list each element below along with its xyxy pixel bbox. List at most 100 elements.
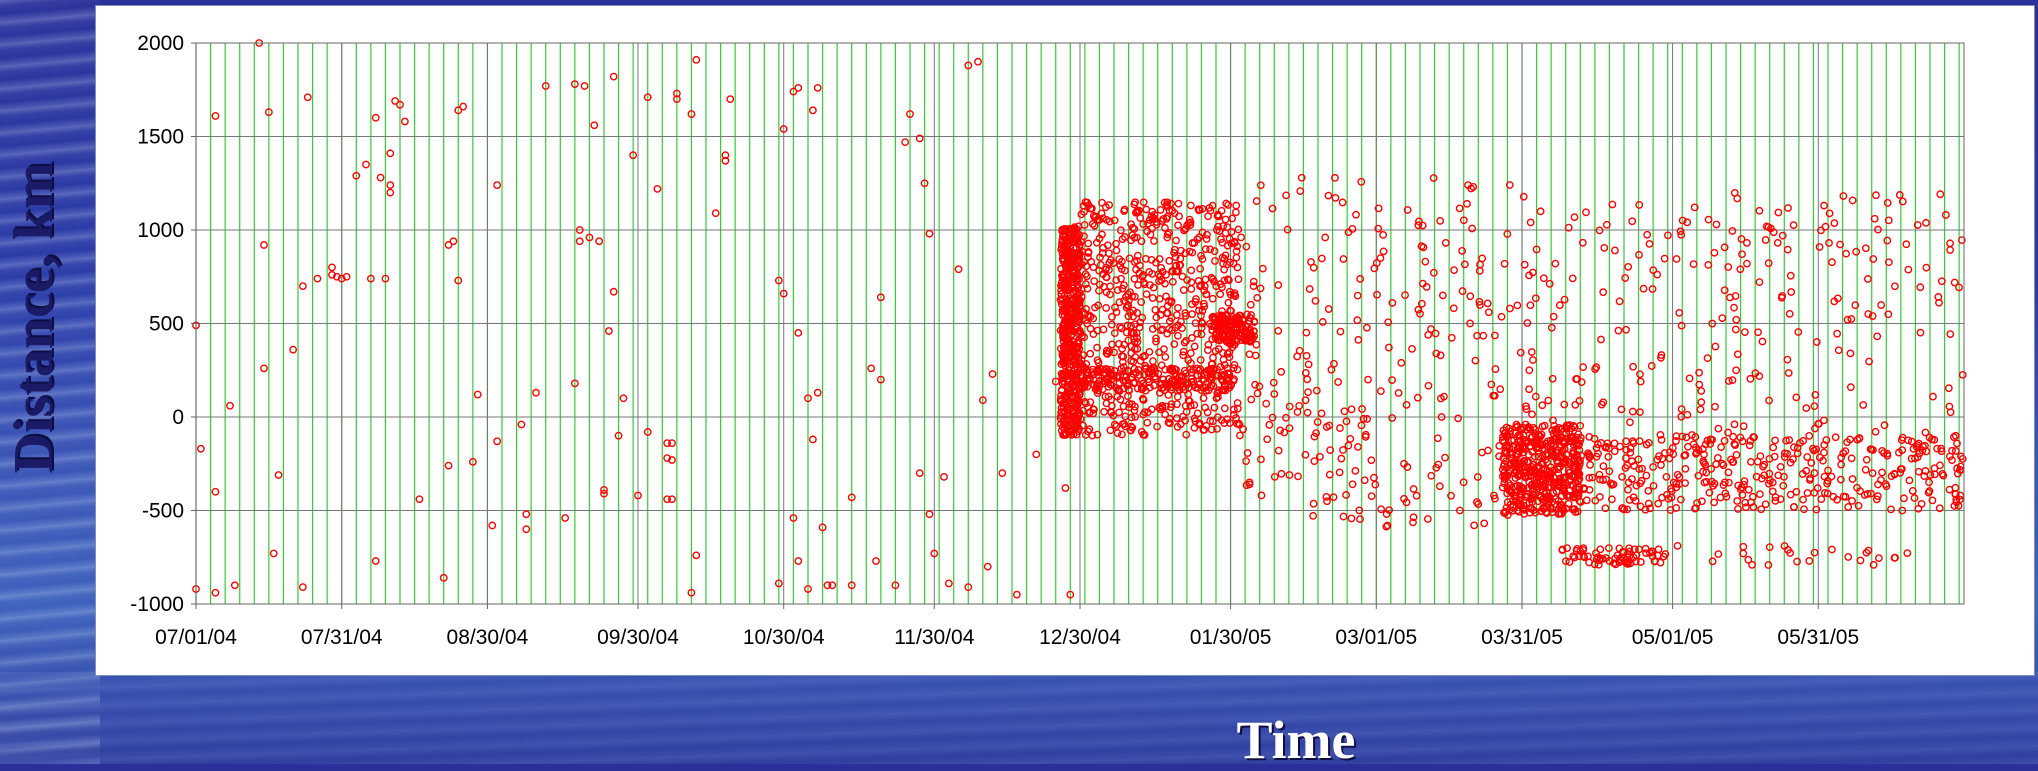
data-point	[1939, 471, 1948, 480]
data-point	[1765, 469, 1774, 478]
data-point	[1778, 292, 1787, 300]
data-point	[1621, 454, 1630, 463]
data-point	[1388, 414, 1397, 422]
data-point	[1370, 473, 1378, 482]
data-point	[1064, 239, 1073, 248]
data-point	[1787, 288, 1796, 296]
data-point	[313, 274, 322, 283]
data-point	[1151, 374, 1160, 383]
data-point	[1394, 389, 1403, 397]
data-point	[1441, 239, 1450, 247]
data-point	[1662, 472, 1671, 481]
data-point	[813, 388, 822, 397]
data-point	[1530, 465, 1539, 474]
data-point	[1060, 407, 1069, 416]
data-point	[1251, 380, 1259, 389]
data-point	[1190, 414, 1199, 423]
data-point	[1557, 478, 1566, 487]
data-point	[1873, 492, 1882, 500]
data-point	[1704, 215, 1713, 224]
data-point	[1214, 212, 1223, 221]
data-point	[1948, 446, 1956, 455]
data-point	[1774, 471, 1783, 480]
data-point	[1806, 476, 1814, 484]
data-point	[1883, 199, 1892, 207]
data-point	[643, 93, 652, 102]
data-point	[1945, 402, 1954, 411]
data-point	[1563, 492, 1571, 500]
data-point	[1201, 403, 1209, 412]
data-point	[1223, 241, 1232, 250]
data-point	[1764, 479, 1773, 488]
data-point	[1855, 434, 1864, 443]
data-point	[1129, 306, 1138, 315]
data-point	[1162, 309, 1171, 318]
data-point	[1340, 407, 1349, 416]
data-point	[1236, 311, 1245, 320]
data-point	[1157, 361, 1166, 370]
data-point	[1098, 230, 1106, 239]
data-point	[1830, 219, 1839, 228]
data-point	[1848, 496, 1856, 505]
data-point	[1874, 554, 1883, 563]
data-point	[1120, 340, 1129, 349]
data-point	[1532, 474, 1541, 483]
data-point	[1783, 245, 1792, 254]
data-point	[1329, 493, 1338, 502]
data-point	[1848, 475, 1857, 483]
data-point	[1803, 489, 1812, 497]
data-point	[901, 138, 910, 147]
data-point	[1088, 431, 1097, 440]
data-point	[906, 110, 914, 118]
scatter-chart: 07/01/04 07/31/04 08/30/04 09/30/04 10/30/04…	[130, 32, 1967, 649]
data-point	[1520, 505, 1529, 514]
data-point	[1198, 306, 1207, 315]
data-point	[1831, 433, 1840, 442]
data-point	[1133, 337, 1142, 346]
data-point	[1579, 363, 1588, 371]
data-point	[915, 134, 924, 143]
data-point	[337, 274, 346, 283]
data-point	[1256, 284, 1265, 293]
data-point	[1214, 222, 1222, 231]
data-point	[1914, 439, 1923, 448]
data-point	[522, 510, 531, 519]
data-point	[1012, 590, 1021, 599]
data-point	[1864, 546, 1873, 555]
data-point	[386, 181, 395, 190]
data-point	[804, 585, 812, 593]
data-point	[1564, 437, 1573, 446]
data-point	[1138, 313, 1147, 322]
data-point	[1711, 342, 1720, 351]
data-point	[1356, 274, 1365, 283]
data-point	[1247, 395, 1256, 404]
data-point	[1062, 423, 1071, 432]
data-point	[1219, 222, 1228, 230]
data-point	[1877, 301, 1886, 309]
data-point	[1137, 298, 1146, 306]
data-point	[1878, 468, 1886, 477]
grid-lines	[195, 42, 1964, 605]
data-point	[1660, 449, 1669, 457]
data-point	[629, 151, 638, 160]
data-point	[1520, 260, 1529, 269]
data-point	[1242, 457, 1250, 466]
data-point	[1513, 301, 1522, 310]
data-point	[1460, 260, 1469, 269]
data-point	[289, 345, 298, 354]
data-point	[1066, 300, 1075, 308]
data-point	[1090, 277, 1099, 286]
data-point	[260, 364, 268, 373]
data-point	[1701, 440, 1710, 449]
data-point	[1376, 254, 1385, 263]
data-point	[1182, 408, 1191, 416]
data-point	[1222, 376, 1231, 385]
data-point	[1719, 461, 1728, 470]
data-point	[1784, 369, 1793, 377]
data-point	[876, 293, 885, 302]
data-point	[1179, 412, 1187, 421]
data-point	[1852, 247, 1861, 256]
data-point	[1526, 218, 1535, 227]
data-point	[1762, 222, 1771, 231]
data-point	[1133, 334, 1141, 342]
